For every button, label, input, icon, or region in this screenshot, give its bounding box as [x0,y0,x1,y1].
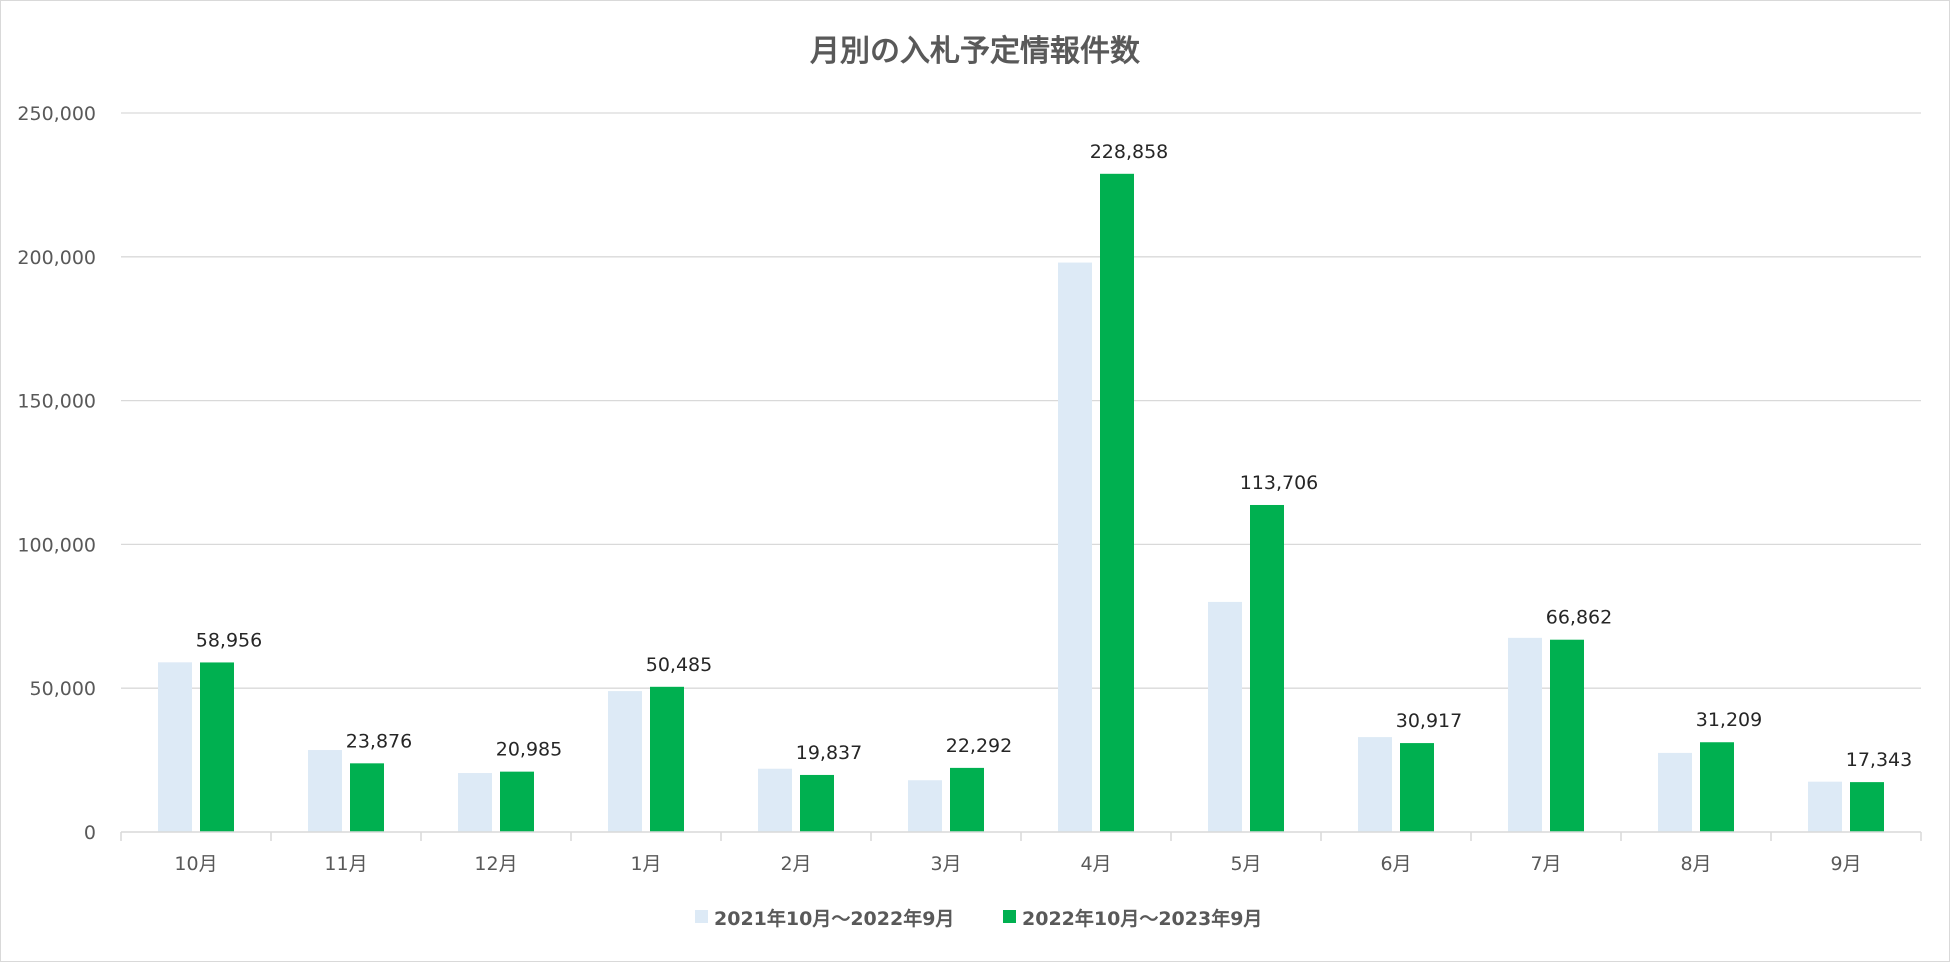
bar-series-2 [1100,173,1134,833]
y-tick-label: 200,000 [17,247,96,269]
x-tick-label: 5月 [1230,853,1261,875]
bar-series-2 [1550,639,1584,832]
bar-series-1 [908,780,942,832]
x-tick-label: 4月 [1080,853,1111,875]
legend: 2021年10月〜2022年9月 2022年10月〜2023年9月 [695,907,1262,930]
legend-swatch [1003,910,1016,923]
bar-series-1 [308,750,342,832]
bar-series-1 [608,691,642,832]
data-label: 22,292 [946,735,1012,757]
bar-series-1 [458,773,492,832]
bar-series-1 [1358,737,1392,832]
bars [158,173,1884,833]
data-label: 228,858 [1090,141,1169,163]
bar-series-2 [1250,504,1284,832]
bar-series-1 [1208,601,1242,832]
bar-series-1 [1808,781,1842,832]
y-tick-label: 0 [84,822,96,844]
x-tick-label: 2月 [780,853,811,875]
y-tick-label: 100,000 [17,534,96,556]
bar-series-2 [500,771,534,832]
bar-series-2 [200,662,234,832]
bar-series-1 [1058,262,1092,832]
data-label: 58,956 [196,629,262,651]
bar-series-2 [950,767,984,832]
y-tick-label: 50,000 [30,678,96,700]
data-label: 66,862 [1546,607,1612,629]
bar-series-2 [800,774,834,832]
data-label: 20,985 [496,739,562,761]
data-label: 17,343 [1846,749,1912,771]
data-label: 30,917 [1396,710,1462,732]
data-label: 113,706 [1240,472,1319,494]
x-tick-label: 3月 [930,853,961,875]
legend-swatch [695,910,708,923]
bar-series-1 [158,662,192,832]
bar-series-2 [350,763,384,832]
x-tick-label: 1月 [630,853,661,875]
data-label: 19,837 [796,742,862,764]
x-tick-label: 7月 [1530,853,1561,875]
data-label: 23,876 [346,730,412,752]
chart-title: 月別の入札予定情報件数 [810,34,1141,69]
x-tick-label: 10月 [174,853,217,875]
y-tick-label: 250,000 [17,103,96,125]
x-tick-label: 6月 [1380,853,1411,875]
legend-label: 2022年10月〜2023年9月 [1022,907,1262,930]
bar-series-2 [1400,743,1434,832]
x-tick-label: 12月 [474,853,517,875]
bar-series-2 [1700,742,1734,832]
bar-series-2 [650,686,684,832]
x-tick-label: 11月 [324,853,367,875]
gridlines [121,112,1921,689]
bar-series-2 [1850,782,1884,832]
data-label: 31,209 [1696,709,1762,731]
legend-label: 2021年10月〜2022年9月 [714,907,954,930]
bar-series-1 [758,768,792,832]
y-axis-tick-labels: 0 50,000 100,000 150,000 200,000 250,000 [17,103,96,844]
x-tick-label: 9月 [1830,853,1861,875]
x-axis: 10月 11月 12月 1月 2月 3月 4月 5月 6月 7月 8月 9月 [120,831,1922,875]
y-tick-label: 150,000 [17,391,96,413]
x-tick-label: 8月 [1680,853,1711,875]
data-label: 50,485 [646,654,712,676]
bar-series-1 [1658,752,1692,832]
bar-series-1 [1508,637,1542,832]
data-labels: 58,956 23,876 20,985 50,485 19,837 22,292 228,… [196,141,1912,771]
